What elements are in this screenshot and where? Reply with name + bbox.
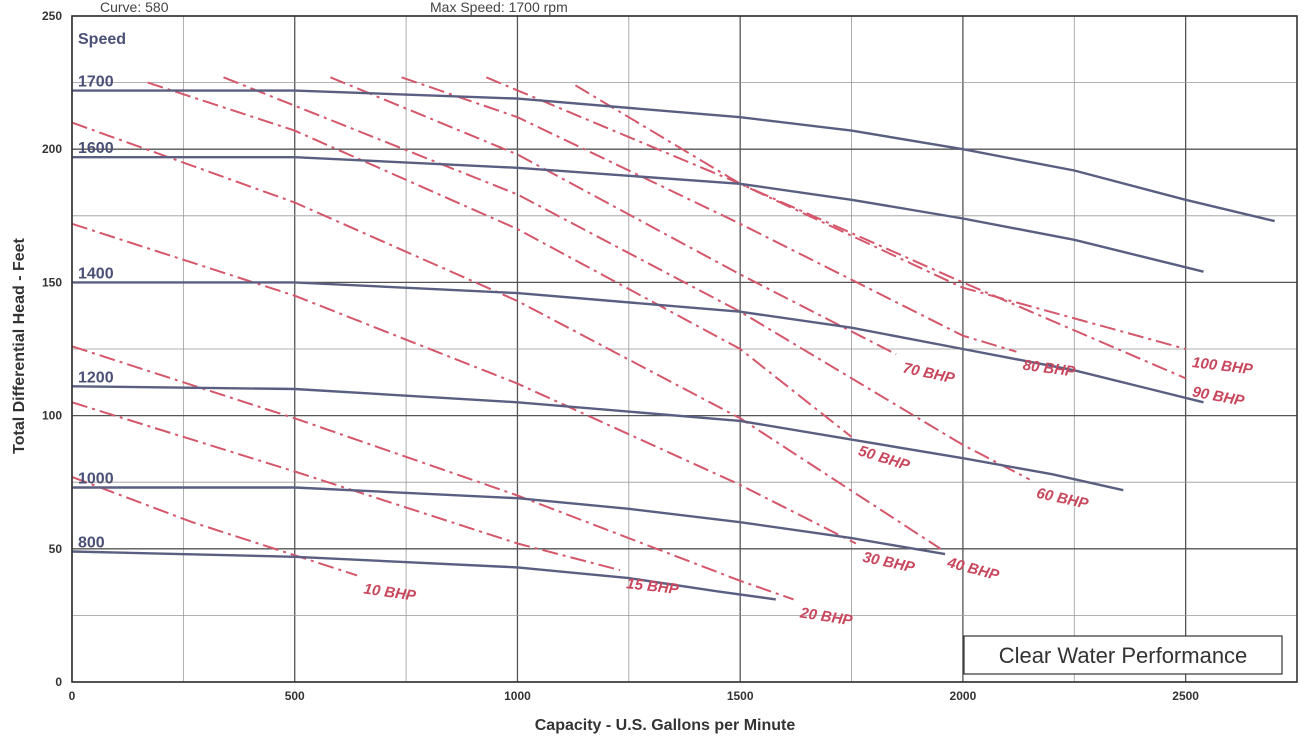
grid bbox=[71, 15, 1298, 683]
bhp-label: 90 BHP bbox=[1191, 384, 1247, 410]
bhp-line bbox=[401, 76, 1017, 353]
x-tick-label: 0 bbox=[69, 689, 76, 703]
bhp-label: 100 BHP bbox=[1191, 354, 1254, 378]
speed-curve bbox=[72, 156, 1204, 273]
speed-header: Speed bbox=[78, 31, 126, 48]
speed-curve-label: 1000 bbox=[78, 471, 114, 488]
bhp-label: 40 BHP bbox=[945, 554, 1002, 584]
bhp-line bbox=[71, 222, 857, 545]
y-tick-label: 50 bbox=[49, 542, 63, 556]
speed-curve bbox=[72, 486, 946, 556]
axes: 0 500 1000 1500 2000 2500 0 50 100 150 200 250 bbox=[42, 9, 1298, 703]
y-tick-label: 200 bbox=[42, 142, 62, 156]
bhp-label: 20 BHP bbox=[798, 604, 854, 629]
bhp-label: 10 BHP bbox=[363, 581, 418, 605]
speed-curve-label: 1400 bbox=[78, 265, 114, 282]
bhp-label: 30 BHP bbox=[861, 549, 917, 577]
plot-frame bbox=[71, 15, 1298, 683]
bhp-line bbox=[147, 81, 853, 438]
speed-curve-label: 1200 bbox=[78, 369, 114, 386]
speed-curve bbox=[71, 385, 1124, 492]
y-tick-label: 250 bbox=[42, 9, 62, 23]
speed-curve-label: 800 bbox=[78, 534, 105, 551]
bhp-lines bbox=[71, 76, 1186, 601]
bhp-label: 60 BHP bbox=[1035, 485, 1091, 513]
x-tick-label: 1500 bbox=[727, 689, 754, 703]
speed-curve bbox=[72, 281, 1204, 404]
x-tick-label: 2000 bbox=[950, 689, 977, 703]
bhp-label: 80 BHP bbox=[1022, 357, 1077, 381]
y-axis-title: Total Differential Head - Feet bbox=[11, 237, 28, 453]
speed-curve-label: 1700 bbox=[78, 74, 114, 91]
y-tick-label: 100 bbox=[42, 409, 62, 423]
bhp-label: 70 BHP bbox=[901, 360, 957, 388]
speed-curve bbox=[72, 89, 1275, 223]
speed-curves bbox=[71, 89, 1275, 601]
speed-curve-label: 1600 bbox=[78, 140, 114, 157]
speed-curve bbox=[71, 550, 776, 601]
y-tick-label: 0 bbox=[55, 675, 62, 689]
x-tick-label: 500 bbox=[285, 689, 305, 703]
x-tick-label: 2500 bbox=[1172, 689, 1199, 703]
x-tick-label: 1000 bbox=[504, 689, 531, 703]
y-tick-label: 150 bbox=[42, 275, 62, 289]
bhp-line bbox=[71, 475, 358, 577]
bhp-line bbox=[574, 84, 1186, 350]
annotation-text: Clear Water Performance bbox=[999, 643, 1248, 668]
annotation-box: Clear Water Performance bbox=[963, 635, 1283, 675]
x-axis-title: Capacity - U.S. Gallons per Minute bbox=[535, 717, 796, 734]
bhp-line bbox=[223, 76, 1031, 481]
bhp-line bbox=[485, 76, 1186, 380]
bhp-label: 15 BHP bbox=[625, 575, 680, 598]
bhp-line bbox=[71, 401, 621, 572]
bhp-line bbox=[71, 345, 794, 601]
header-middle: Max Speed: 1700 rpm bbox=[430, 0, 568, 15]
bhp-line bbox=[330, 76, 897, 356]
header-left: Curve: 580 bbox=[100, 0, 169, 15]
bhp-line bbox=[71, 121, 942, 550]
